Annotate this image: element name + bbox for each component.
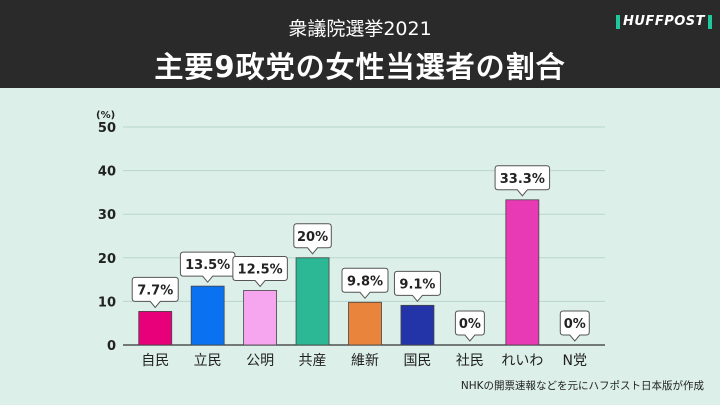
chart-title: 主要9政党の女性当選者の割合 (154, 50, 566, 84)
x-tick-label: 共産 (299, 353, 327, 369)
data-label-callout (293, 223, 332, 255)
bar-chart: 0 10 20 30 40 50(%) 自民 7.7% 立民 13.5% 公明 12.5% 共産 20% 維… (96, 110, 605, 369)
y-tick-label: 40 (98, 165, 116, 180)
x-tick-label: N党 (563, 353, 587, 369)
data-label-callout (454, 310, 485, 342)
y-tick-label: 10 (98, 295, 116, 310)
data-label-callout (341, 267, 389, 300)
y-tick-label: 0 (107, 339, 116, 354)
data-label-callout (494, 165, 551, 197)
data-label: 0% (459, 317, 481, 332)
x-tick-label: 国民 (403, 353, 431, 369)
data-label: 9.8% (347, 274, 383, 289)
y-tick-label: 50 (98, 121, 116, 136)
source-note: NHKの開票速報などを元にハフポスト日本版が作成 (460, 380, 704, 392)
bar-れいわ (505, 199, 540, 346)
data-label: 0% (564, 317, 586, 332)
x-tick-label: 維新 (351, 353, 379, 369)
data-label: 7.7% (137, 283, 173, 298)
bar-公明 (243, 290, 278, 346)
x-tick-label: 社民 (456, 353, 484, 369)
data-label-callout (179, 251, 236, 283)
y-tick-label: 30 (98, 208, 116, 223)
data-label-callout (393, 270, 441, 303)
bar-自民 (138, 311, 173, 346)
y-axis-label: (%) (96, 110, 115, 121)
y-tick-label: 20 (98, 252, 116, 267)
data-label: 12.5% (238, 263, 283, 278)
x-tick-label: 公明 (246, 353, 274, 369)
data-label: 20% (297, 230, 328, 245)
data-label-callout (232, 256, 288, 288)
bar-共産 (295, 257, 330, 346)
bar-立民 (190, 285, 225, 346)
chart-subtitle: 衆議院選挙2021 (288, 18, 432, 40)
data-label-callout (559, 310, 590, 342)
data-label-callout (131, 276, 179, 309)
x-tick-label: れいわ (501, 353, 543, 369)
bar-維新 (348, 301, 382, 346)
x-tick-label: 自民 (141, 353, 169, 369)
bar-国民 (400, 304, 435, 346)
huffpost-logo: HUFFPOST (616, 15, 713, 29)
header: 衆議院選挙2021 主要9政党の女性当選者の割合 HUFFPOST (0, 0, 720, 88)
data-label: 9.1% (399, 277, 435, 292)
x-tick-label: 立民 (194, 353, 222, 369)
data-label: 33.3% (500, 172, 545, 187)
data-label: 13.5% (185, 258, 230, 273)
